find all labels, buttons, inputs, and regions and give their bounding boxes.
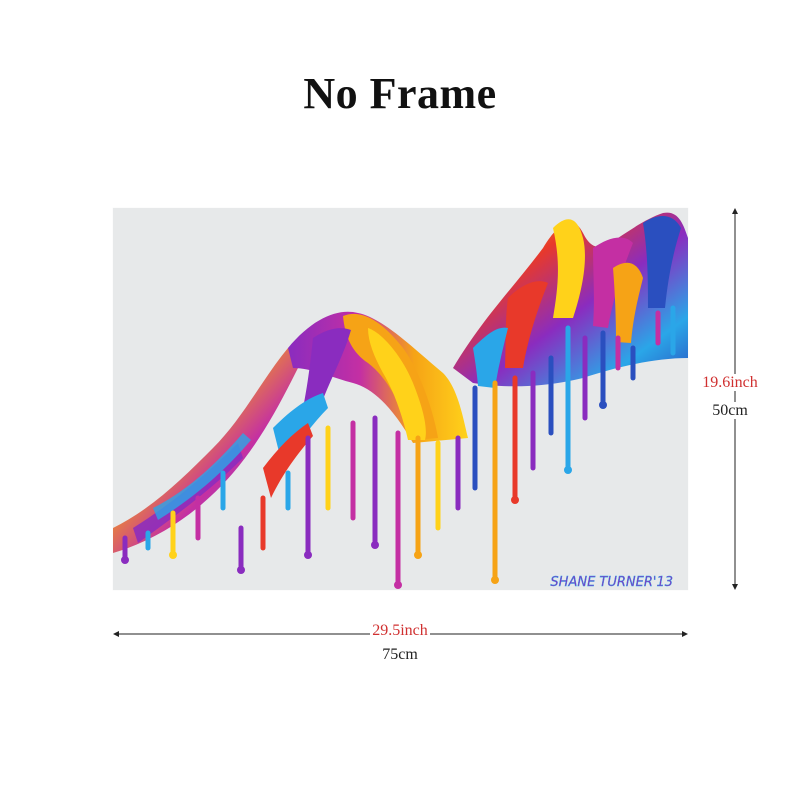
dripping-mountains-painting: SHANE TURNER'13 bbox=[113, 212, 688, 590]
artwork-canvas: SHANE TURNER'13 bbox=[113, 208, 688, 590]
height-inch-label: 19.6inch bbox=[700, 374, 760, 391]
left-slope bbox=[113, 348, 303, 553]
drip-droplets bbox=[121, 401, 607, 589]
width-inch-label: 29.5inch bbox=[370, 622, 430, 639]
central-peak bbox=[263, 311, 468, 498]
width-cm-label: 75cm bbox=[380, 646, 420, 663]
page-title: No Frame bbox=[303, 69, 497, 118]
right-peaks bbox=[453, 212, 688, 388]
artist-signature: SHANE TURNER'13 bbox=[550, 575, 673, 590]
height-cm-label: 50cm bbox=[710, 402, 750, 419]
height-dimension-arrow bbox=[732, 208, 738, 590]
paint-drips bbox=[122, 305, 676, 586]
